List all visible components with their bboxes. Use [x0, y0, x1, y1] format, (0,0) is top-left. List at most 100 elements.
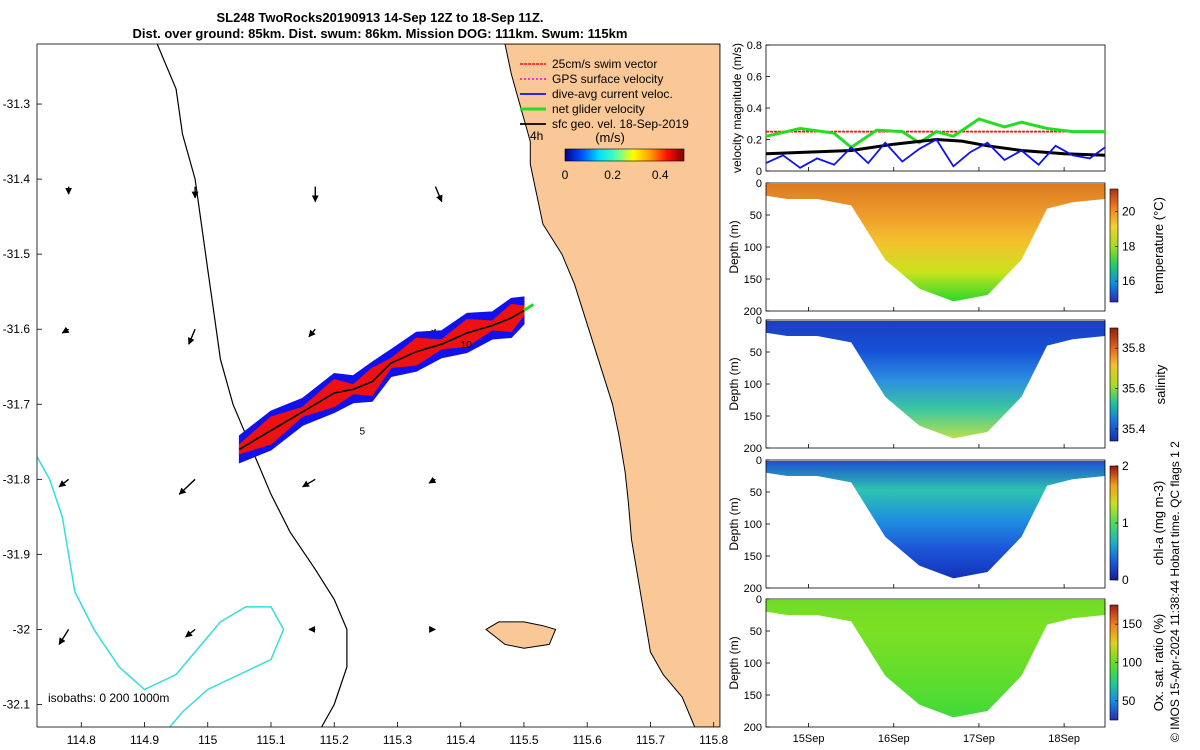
map-y-tick-label: -31.9	[3, 547, 31, 561]
chart-title-line-1: SL248 TwoRocks20190913 14-Sep 12Z to 18-…	[216, 10, 544, 25]
temperature-y-label: Depth (m)	[727, 220, 741, 273]
salinity-colorbar-tick-label: 35.4	[1122, 422, 1146, 436]
land-mass	[504, 44, 720, 727]
net-velocity-end	[523, 303, 535, 312]
velocity-series-2	[765, 117, 1105, 150]
geo-velocity-vector	[428, 476, 437, 484]
map-y-tick-label: -31.6	[3, 322, 31, 336]
temperature-colorbar-label: temperature (°C)	[1151, 197, 1166, 294]
chla-colorbar-tick-label: 1	[1122, 516, 1129, 530]
salinity-colorbar-tick-label: 35.8	[1122, 341, 1146, 355]
map-x-tick-label: 115	[198, 733, 217, 747]
temperature-section-fill	[766, 184, 1105, 302]
isobath-1000m	[37, 456, 285, 727]
velocity-series-4	[765, 138, 1106, 169]
temperature-y-tick-label: 0	[756, 178, 762, 190]
temperature-y-tick-label: 50	[750, 210, 762, 222]
oxygen-colorbar-label: Ox. sat. ratio (%)	[1151, 614, 1166, 712]
geo-velocity-vector	[302, 478, 316, 488]
salinity-colorbar-label: salinity	[1153, 364, 1168, 404]
chla-y-tick-label: 150	[744, 551, 762, 563]
oxygen-y-label: Depth (m)	[727, 636, 741, 689]
map-x-tick-label: 115.6	[573, 733, 602, 747]
map-y-tick-label: -31.7	[3, 397, 31, 411]
chart-title-line-2: Dist. over ground: 85km. Dist. swum: 86k…	[132, 26, 628, 41]
geo-velocity-vector	[58, 629, 70, 646]
map-x-tick-label: 114.9	[130, 733, 159, 747]
time-x-tick-label: 18Sep	[1048, 733, 1080, 745]
velocity-y-tick-label: 0.2	[747, 135, 762, 147]
track-label-10: 10	[461, 340, 473, 351]
chla-y-tick-label: 200	[744, 583, 762, 595]
oxygen-y-tick-label: 0	[756, 594, 762, 606]
oxygen-y-tick-label: 150	[744, 690, 762, 702]
map-y-tick-label: -32.1	[3, 697, 31, 711]
map-y-tick-label: -31.3	[3, 97, 31, 111]
oxygen-colorbar-tick-label: 50	[1122, 694, 1136, 708]
salinity-y-tick-label: 200	[744, 443, 762, 455]
copyright-note: © IMOS 15-Apr-2024 11:38:44 Hobart time.…	[1168, 441, 1182, 742]
time-x-tick-label: 15Sep	[793, 733, 825, 745]
map-y-tick-label: -32	[13, 622, 31, 636]
temperature-y-tick-label: 200	[744, 306, 762, 318]
legend-label-4: net glider velocity	[552, 102, 645, 116]
map-colorbar-tick-label: 0	[562, 168, 569, 182]
map-x-tick-label: 115.3	[383, 733, 412, 747]
geo-velocity-vector	[308, 328, 316, 338]
map-colorbar-tick-label: 0.4	[652, 168, 669, 182]
map-x-tick-label: 115.4	[446, 733, 475, 747]
salinity-y-tick-label: 150	[744, 411, 762, 423]
temperature-colorbar	[1109, 188, 1119, 303]
legend-label-1: 25cm/s swim vector	[552, 57, 657, 71]
salinity-y-tick-label: 100	[744, 379, 762, 391]
legend-label-3: dive-avg current veloc.	[552, 87, 673, 101]
chla-colorbar-label: chl-a (mg m-3)	[1151, 481, 1166, 566]
salinity-y-tick-label: 50	[750, 347, 762, 359]
salinity-colorbar-tick-label: 35.6	[1122, 382, 1146, 396]
velocity-y-tick-label: 0.6	[747, 72, 762, 84]
map-x-tick-label: 114.8	[67, 733, 96, 747]
temperature-colorbar-tick-label: 20	[1122, 205, 1136, 219]
time-x-tick-label: 16Sep	[878, 733, 910, 745]
chla-y-tick-label: 50	[750, 487, 762, 499]
oxygen-colorbar-tick-label: 150	[1122, 617, 1142, 631]
legend-label-5: sfc geo. vel. 18-Sep-2019	[552, 117, 689, 131]
geo-velocity-vector	[58, 478, 70, 488]
chla-y-label: Depth (m)	[727, 497, 741, 550]
geo-velocity-vector	[434, 186, 443, 203]
chla-colorbar-tick-label: 2	[1122, 459, 1129, 473]
chla-colorbar-tick-label: 0	[1122, 573, 1129, 587]
map-x-tick-label: 115.7	[636, 733, 665, 747]
map-colorbar	[564, 148, 685, 162]
oxygen-y-tick-label: 200	[744, 722, 762, 734]
track-map: 5 10 114.8 114.9 115 115.1 115.2 115.3 115.4 115.…	[3, 43, 729, 747]
map-x-tick-label: 115.5	[509, 733, 538, 747]
oxygen-y-tick-label: 100	[744, 658, 762, 670]
geo-velocity-vector	[185, 628, 196, 638]
salinity-y-tick-label: 0	[756, 315, 762, 327]
map-colorbar-label: (m/s)	[595, 130, 625, 145]
salinity-section-fill	[766, 321, 1105, 439]
map-x-tick-label: 115.2	[320, 733, 349, 747]
oxygen-colorbar-tick-label: 100	[1122, 656, 1142, 670]
glider-track-line	[238, 309, 525, 450]
temperature-colorbar-tick-label: 16	[1122, 274, 1136, 288]
velocity-series-3	[765, 137, 1106, 157]
geo-velocity-vector	[187, 328, 196, 345]
velocity-y-tick-label: 0.8	[747, 40, 762, 52]
salinity-y-label: Depth (m)	[727, 357, 741, 410]
oxygen-y-tick-label: 50	[750, 626, 762, 638]
island	[485, 621, 557, 649]
time-x-tick-label: 17Sep	[963, 733, 995, 745]
chla-y-tick-label: 0	[756, 455, 762, 467]
map-y-tick-label: -31.5	[3, 247, 31, 261]
map-colorbar-tick-label: 0.2	[604, 168, 621, 182]
geo-velocity-vector	[61, 326, 70, 334]
map-y-tick-label: -31.4	[3, 172, 31, 186]
isobaths-label: isobaths: 0 200 1000m	[48, 691, 169, 705]
chla-y-tick-label: 100	[744, 519, 762, 531]
map-x-tick-label: 115.1	[256, 733, 285, 747]
chla-section-fill	[766, 461, 1105, 579]
salinity-colorbar	[1109, 327, 1119, 442]
